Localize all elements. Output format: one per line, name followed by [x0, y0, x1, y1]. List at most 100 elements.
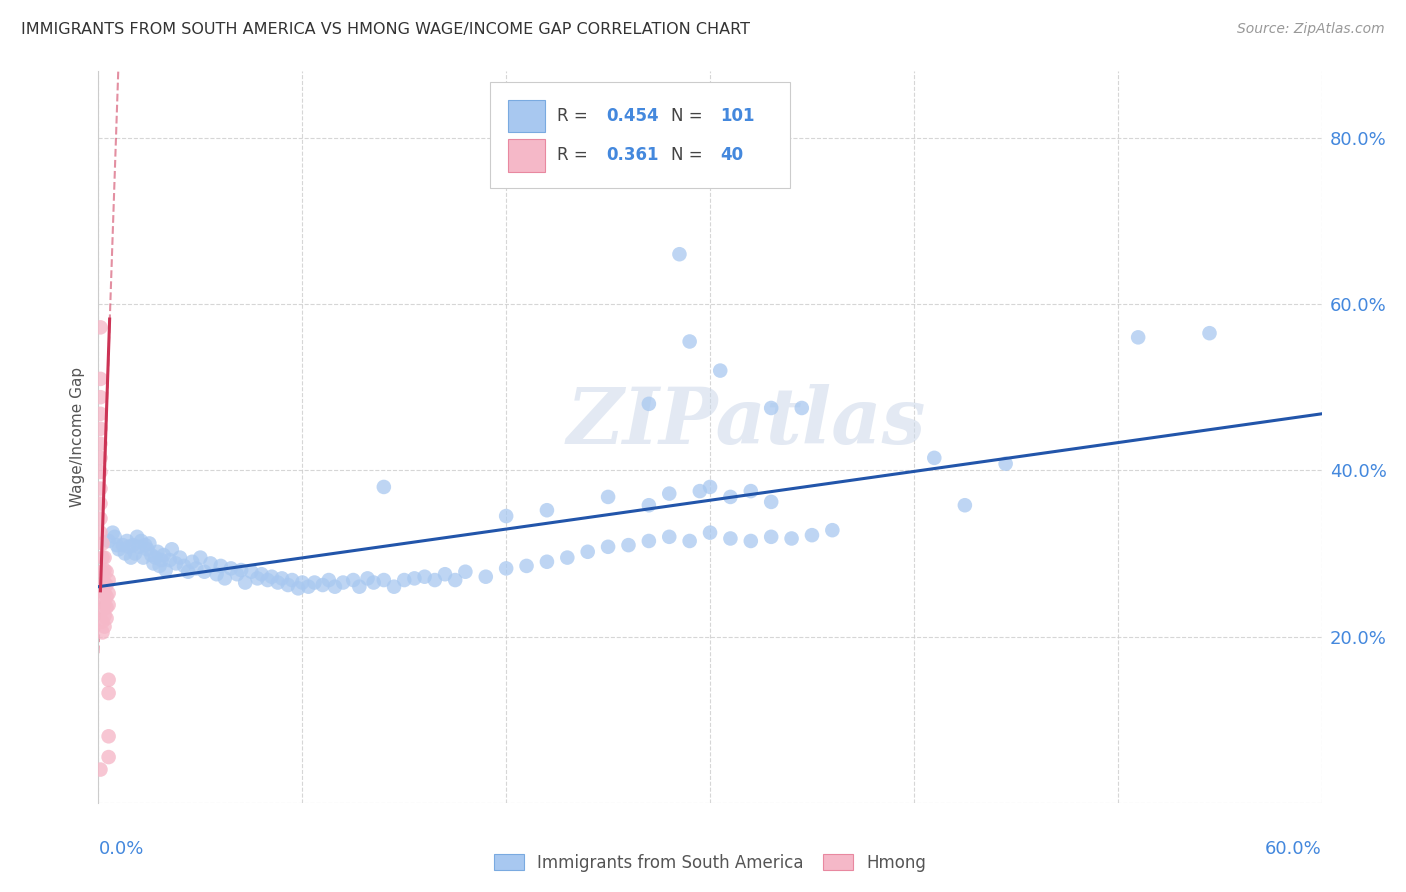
Text: IMMIGRANTS FROM SOUTH AMERICA VS HMONG WAGE/INCOME GAP CORRELATION CHART: IMMIGRANTS FROM SOUTH AMERICA VS HMONG W… — [21, 22, 749, 37]
Point — [267, 575, 290, 590]
Point — [277, 578, 299, 592]
Point — [150, 553, 173, 567]
Point — [146, 545, 169, 559]
Point — [89, 450, 111, 465]
Text: 60.0%: 60.0% — [1265, 840, 1322, 858]
Point — [363, 575, 385, 590]
Point — [111, 538, 134, 552]
Point — [233, 575, 256, 590]
Point — [373, 573, 395, 587]
Point — [93, 563, 115, 577]
Point — [423, 573, 446, 587]
Point — [97, 598, 120, 612]
Point — [145, 550, 167, 565]
Point — [226, 567, 249, 582]
Point — [231, 563, 253, 577]
Point — [181, 555, 204, 569]
Point — [214, 571, 236, 585]
Point — [1128, 330, 1150, 344]
Point — [97, 533, 120, 548]
Point — [129, 533, 152, 548]
Point — [93, 550, 115, 565]
Point — [91, 578, 114, 592]
Point — [761, 530, 783, 544]
Point — [91, 565, 114, 579]
Point — [89, 320, 111, 334]
Point — [304, 575, 326, 590]
Text: N =: N = — [671, 107, 707, 125]
Point — [297, 580, 319, 594]
Text: 101: 101 — [720, 107, 754, 125]
Point — [159, 553, 181, 567]
Point — [240, 565, 263, 579]
Point — [97, 586, 120, 600]
Point — [128, 540, 150, 554]
FancyBboxPatch shape — [508, 100, 546, 132]
Point — [89, 482, 111, 496]
Point — [169, 550, 191, 565]
Point — [761, 401, 783, 415]
Point — [516, 558, 538, 573]
Point — [96, 600, 118, 615]
Point — [536, 503, 558, 517]
Point — [104, 530, 127, 544]
Legend: Immigrants from South America, Hmong: Immigrants from South America, Hmong — [486, 847, 934, 879]
Point — [141, 548, 163, 562]
Point — [177, 565, 200, 579]
Point — [801, 528, 824, 542]
Point — [124, 546, 146, 560]
Point — [97, 673, 120, 687]
Point — [96, 578, 118, 592]
Point — [250, 567, 273, 582]
Point — [474, 570, 498, 584]
Point — [93, 598, 115, 612]
Point — [246, 571, 269, 585]
Point — [994, 457, 1017, 471]
Point — [149, 558, 172, 573]
Point — [93, 608, 115, 623]
Point — [709, 363, 731, 377]
Point — [89, 497, 111, 511]
Point — [720, 490, 742, 504]
Point — [93, 619, 115, 633]
Point — [332, 575, 354, 590]
Point — [444, 573, 467, 587]
Point — [132, 550, 155, 565]
Point — [93, 586, 115, 600]
Point — [821, 523, 844, 537]
Point — [679, 334, 702, 349]
Point — [260, 570, 283, 584]
Point — [136, 542, 159, 557]
Text: N =: N = — [671, 146, 707, 164]
Point — [740, 533, 762, 548]
Point — [89, 525, 111, 540]
Y-axis label: Wage/Income Gap: Wage/Income Gap — [70, 367, 86, 508]
Point — [89, 372, 111, 386]
Point — [193, 565, 215, 579]
Text: 0.361: 0.361 — [606, 146, 658, 164]
Point — [105, 538, 128, 552]
Point — [638, 533, 661, 548]
Point — [118, 540, 141, 554]
Point — [281, 573, 304, 587]
Point — [668, 247, 690, 261]
Point — [205, 567, 228, 582]
Text: R =: R = — [557, 107, 593, 125]
Point — [679, 533, 702, 548]
Point — [373, 480, 395, 494]
Text: 0.454: 0.454 — [606, 107, 658, 125]
Point — [89, 407, 111, 421]
Point — [658, 530, 681, 544]
Point — [91, 615, 114, 629]
Text: Source: ZipAtlas.com: Source: ZipAtlas.com — [1237, 22, 1385, 37]
Point — [138, 536, 160, 550]
Point — [122, 538, 145, 552]
Point — [91, 625, 114, 640]
Point — [638, 397, 661, 411]
Point — [689, 484, 711, 499]
Point — [349, 580, 371, 594]
Point — [134, 538, 156, 552]
Point — [89, 390, 111, 404]
Point — [1198, 326, 1220, 341]
Point — [89, 436, 111, 450]
